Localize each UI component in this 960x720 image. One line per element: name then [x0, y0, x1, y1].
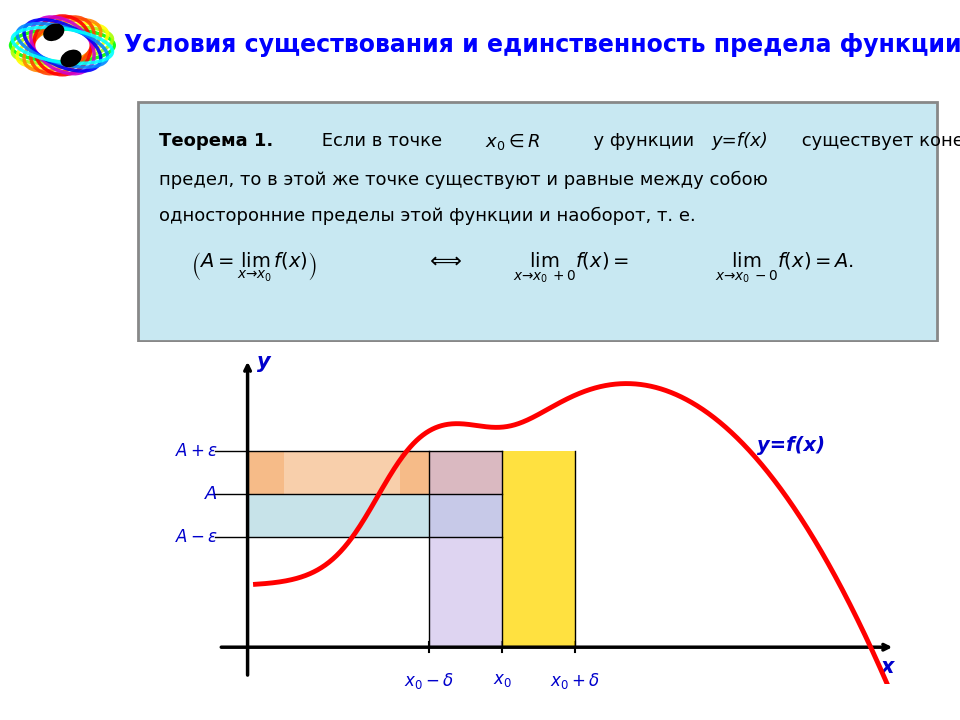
Text: $x_0 \in R$: $x_0 \in R$ — [485, 132, 540, 152]
Text: y=f(x): y=f(x) — [711, 132, 768, 150]
FancyBboxPatch shape — [138, 102, 937, 341]
Text: Если в точке: Если в точке — [316, 132, 453, 150]
Polygon shape — [429, 451, 502, 647]
Text: $A + \varepsilon$: $A + \varepsilon$ — [176, 442, 219, 460]
Text: Условия существования и единственность предела функции: Условия существования и единственность п… — [124, 33, 960, 57]
Text: y=f(x): y=f(x) — [756, 436, 825, 455]
Text: x: x — [881, 657, 895, 677]
Text: предел, то в этой же точке существуют и равные между собою: предел, то в этой же точке существуют и … — [158, 171, 767, 189]
Text: y: y — [256, 352, 271, 372]
Text: $x_0+\delta$: $x_0+\delta$ — [550, 670, 600, 690]
Polygon shape — [248, 494, 502, 537]
Text: Теорема 1.: Теорема 1. — [158, 132, 273, 150]
Polygon shape — [284, 451, 400, 494]
Text: $x_0$: $x_0$ — [492, 670, 512, 688]
Polygon shape — [502, 451, 575, 647]
Text: существует конечный: существует конечный — [796, 132, 960, 150]
Polygon shape — [248, 451, 502, 494]
Text: $\lim_{x \to x_0+0} f(x) =$: $\lim_{x \to x_0+0} f(x) =$ — [514, 251, 629, 285]
Ellipse shape — [43, 24, 64, 41]
Text: $\lim_{x \to x_0-0} f(x) = A.$: $\lim_{x \to x_0-0} f(x) = A.$ — [715, 251, 854, 285]
Text: $A - \varepsilon$: $A - \varepsilon$ — [176, 528, 219, 546]
Text: $\left( A = \lim_{x \to x_0} f(x) \right)$: $\left( A = \lim_{x \to x_0} f(x) \right… — [191, 251, 317, 284]
Ellipse shape — [60, 50, 82, 67]
Text: односторонние пределы этой функции и наоборот, т. е.: односторонние пределы этой функции и нао… — [158, 207, 695, 225]
Text: у функции: у функции — [582, 132, 700, 150]
Text: $\Longleftrightarrow$: $\Longleftrightarrow$ — [424, 251, 462, 270]
Text: $A$: $A$ — [204, 485, 219, 503]
Text: $x_0-\delta$: $x_0-\delta$ — [404, 670, 454, 690]
